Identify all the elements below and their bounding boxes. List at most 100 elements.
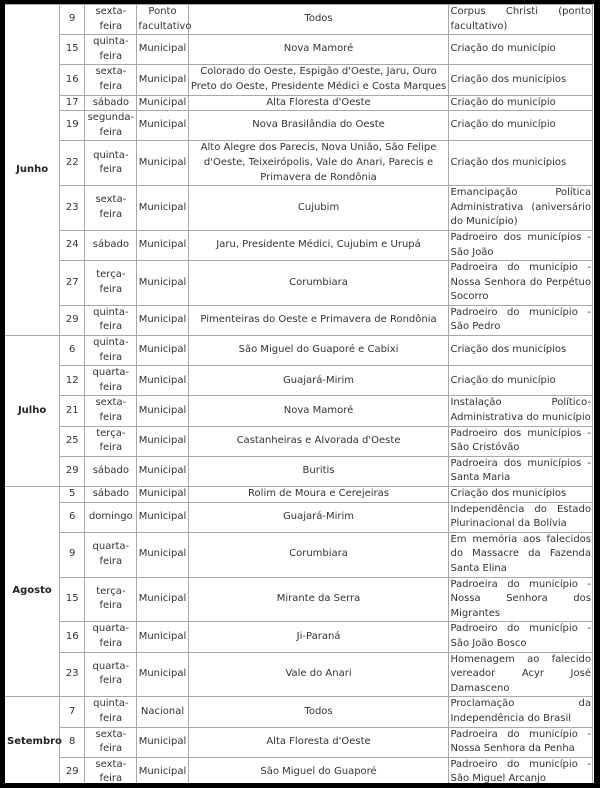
day-cell: 29 — [59, 304, 86, 337]
municipalities-cell: Alto Alegre dos Parecis, Nova União, São… — [187, 140, 450, 187]
weekday-cell: sábado — [84, 486, 138, 503]
type-cell: Municipal — [136, 34, 189, 66]
day-cell: 7 — [59, 696, 86, 728]
table-row: 24 sábado Municipal Jaru, Presidente Médici… — [5, 229, 593, 262]
day-cell: 25 — [59, 425, 86, 457]
municipalities-cell: Alta Floresta d'Oeste — [187, 726, 450, 758]
day-cell: 21 — [59, 395, 86, 427]
type-cell: Municipal — [136, 229, 189, 262]
day-cell: 15 — [59, 34, 86, 66]
weekday-cell: quinta-feira — [84, 696, 138, 728]
type-cell: Municipal — [136, 260, 189, 306]
month-cell: Julho — [5, 335, 61, 487]
day-cell: 8 — [59, 726, 86, 758]
day-cell: 23 — [59, 651, 86, 698]
table-row: 12 quarta-feira Municipal Guajará-Mirim Cria… — [5, 365, 593, 397]
month-cell: Setembro — [5, 696, 62, 783]
reason-cell: Proclamação da Independência do Brasil — [448, 696, 593, 728]
day-cell: 9 — [59, 4, 86, 36]
weekday-cell: sexta-feira — [84, 395, 138, 427]
table-row: 22 quinta-feira Municipal Alto Alegre dos P… — [5, 140, 593, 187]
day-cell: 9 — [59, 531, 86, 578]
reason-cell: Criação do município — [448, 34, 593, 66]
type-cell: Municipal — [136, 304, 189, 337]
municipalities-cell: Mirante da Serra — [187, 576, 450, 623]
municipalities-cell: São Miguel do Guaporé e Cabixi — [187, 335, 450, 367]
municipalities-cell: Nova Mamoré — [187, 395, 450, 427]
table-row: 16 quarta-feira Municipal Ji-Paraná Padroeir… — [5, 621, 593, 653]
table-row: 16 sexta-feira Municipal Colorado do Oeste,… — [5, 64, 593, 96]
municipalities-cell: Guajará-Mirim — [187, 501, 450, 533]
weekday-cell: sábado — [84, 455, 138, 488]
municipalities-cell: Alta Floresta d'Oeste — [187, 94, 450, 112]
table-row: 29 sexta-feira Municipal São Miguel do Guap… — [5, 756, 593, 783]
municipalities-cell: Buritis — [187, 455, 450, 488]
day-cell: 6 — [59, 501, 86, 533]
day-cell: 16 — [59, 64, 86, 96]
table-row: 15 quinta-feira Municipal Nova Mamoré Criaçã… — [5, 34, 593, 66]
table-row: 27 terça-feira Municipal Corumbiara Padroeir… — [5, 260, 593, 306]
reason-cell: Padroeiro do município - São Pedro — [448, 304, 593, 337]
reason-cell: Padroeira dos municípios - Santa Maria — [448, 455, 593, 488]
weekday-cell: quinta-feira — [84, 140, 138, 187]
weekday-cell: quarta-feira — [84, 651, 138, 698]
type-cell: Municipal — [136, 140, 189, 187]
table-row: 23 sexta-feira Municipal Cujubim Emancipação… — [5, 185, 593, 231]
table-row: 6 domingo Municipal Guajará-Mirim Independên… — [5, 501, 593, 533]
table-row: Setembro 7 quinta-feira Nacional Todos Procla… — [5, 696, 593, 783]
day-cell: 29 — [59, 455, 86, 488]
weekday-cell: quinta-feira — [84, 34, 138, 66]
day-cell: 19 — [59, 110, 86, 142]
reason-cell: Instalação Político-Administrativa do mu… — [448, 395, 593, 427]
type-cell: Municipal — [136, 335, 189, 367]
day-cell: 27 — [59, 260, 86, 306]
table-row: Julho 6 quinta-feira Municipal São Miguel do… — [5, 335, 593, 487]
type-cell: Municipal — [136, 395, 189, 427]
type-cell: Municipal — [136, 501, 189, 533]
municipalities-cell: Corumbiara — [187, 531, 450, 578]
weekday-cell: sexta-feira — [84, 64, 138, 96]
day-cell: 12 — [59, 365, 86, 397]
table-row: 29 quinta-feira Municipal Pimenteiras do Oe… — [5, 304, 593, 337]
reason-cell: Criação do município — [448, 94, 593, 112]
type-cell: Municipal — [136, 455, 189, 488]
holidays-table: Junho 9 sexta-feira Ponto facultativo Todos C… — [5, 4, 593, 783]
day-cell: 6 — [59, 335, 86, 367]
weekday-cell: terça-feira — [84, 576, 138, 623]
municipalities-cell: Colorado do Oeste, Espigão d'Oeste, Jaru… — [187, 64, 450, 96]
day-cell: 16 — [59, 621, 86, 653]
reason-cell: Independência do Estado Plurinacional da… — [448, 501, 593, 533]
municipalities-cell: Todos — [187, 4, 450, 36]
table-row: Agosto 5 sábado Municipal Rolim de Moura e C… — [5, 485, 593, 698]
weekday-cell: sábado — [84, 94, 138, 112]
reason-cell: Padroeiro do município - São João Bosco — [448, 621, 593, 653]
type-cell: Municipal — [136, 726, 189, 758]
municipalities-cell: Nova Mamoré — [187, 34, 450, 66]
day-cell: 17 — [59, 94, 86, 112]
type-cell: Municipal — [136, 365, 189, 397]
weekday-cell: quarta-feira — [84, 365, 138, 397]
municipalities-cell: Corumbiara — [187, 260, 450, 306]
weekday-cell: segunda-feira — [84, 110, 138, 142]
table-row: 15 terça-feira Municipal Mirante da Serra Pa… — [5, 576, 593, 623]
reason-cell: Criação dos municípios — [448, 335, 593, 367]
table-row: 29 sábado Municipal Buritis Padroeira dos mu… — [5, 455, 593, 488]
type-cell: Ponto facultativo — [136, 4, 191, 36]
weekday-cell: quarta-feira — [84, 621, 138, 653]
reason-cell: Criação dos municípios — [448, 486, 593, 503]
municipalities-cell: Ji-Paraná — [187, 621, 450, 653]
reason-cell: Padroeira do município - Nossa Senhora d… — [448, 576, 593, 623]
type-cell: Municipal — [136, 756, 189, 783]
type-cell: Municipal — [136, 651, 189, 698]
municipalities-cell: Jaru, Presidente Médici, Cujubim e Urupá — [187, 229, 450, 262]
table-row: Junho 9 sexta-feira Ponto facultativo Todos C… — [5, 4, 593, 337]
type-cell: Municipal — [136, 576, 189, 623]
table-row: 17 sábado Municipal Alta Floresta d'Oeste Cr… — [5, 94, 593, 112]
municipalities-cell: Guajará-Mirim — [187, 365, 450, 397]
municipalities-cell: Todos — [187, 696, 450, 728]
type-cell: Municipal — [136, 110, 189, 142]
reason-cell: Homenagem ao falecido vereador Acyr José… — [448, 651, 593, 698]
table-row: 19 segunda-feira Municipal Nova Brasilândia… — [5, 110, 593, 142]
reason-cell: Em memória aos falecidos do Massacre da … — [448, 531, 593, 578]
day-cell: 23 — [59, 185, 86, 231]
